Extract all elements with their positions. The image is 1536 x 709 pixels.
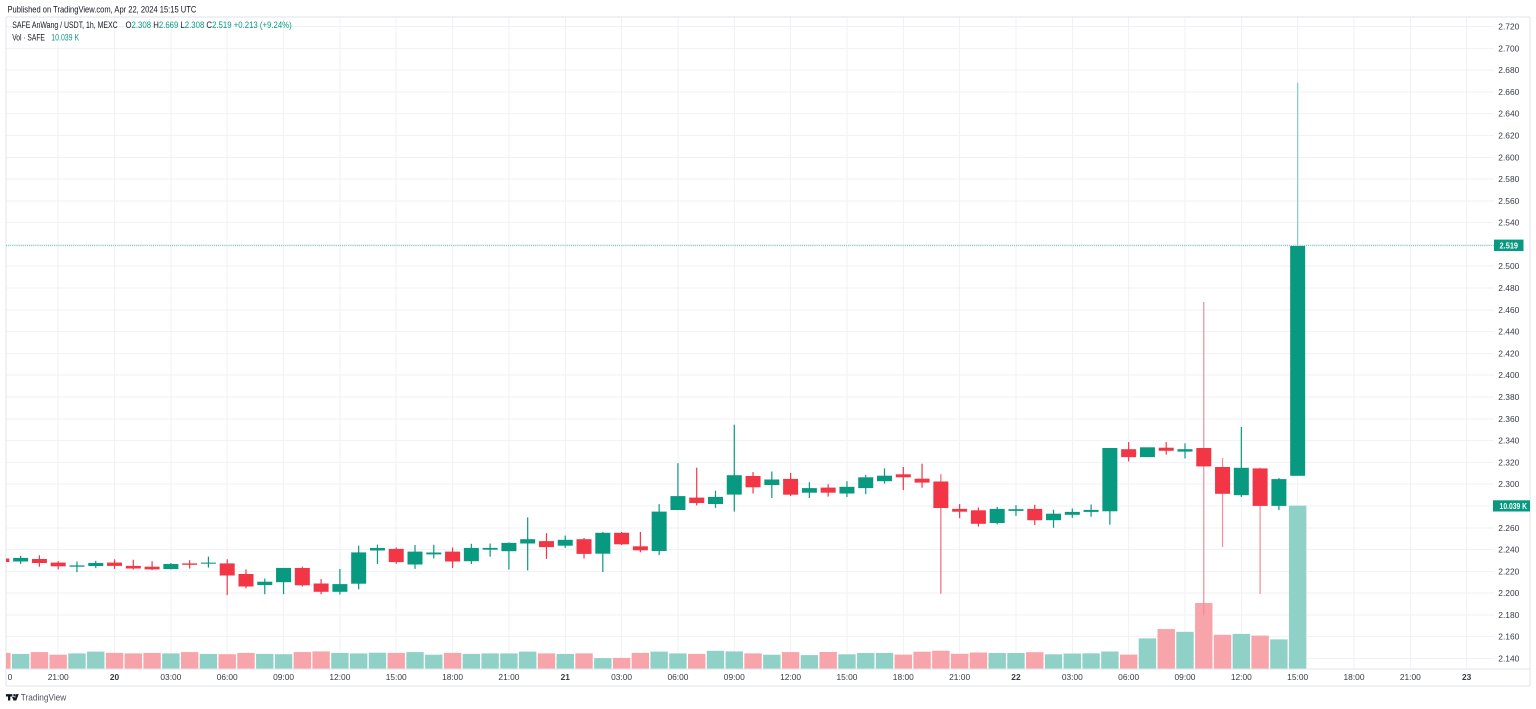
svg-text:15:00: 15:00 <box>836 672 857 682</box>
svg-text:TradingView: TradingView <box>21 692 67 703</box>
svg-text:09:00: 09:00 <box>273 672 294 682</box>
svg-text:2.620: 2.620 <box>1498 130 1519 140</box>
svg-text:15:00: 15:00 <box>1287 672 1308 682</box>
svg-text:18:00: 18:00 <box>1344 672 1365 682</box>
svg-text:2.560: 2.560 <box>1498 196 1519 206</box>
svg-text:2.200: 2.200 <box>1498 588 1519 598</box>
svg-text:2.440: 2.440 <box>1498 327 1519 337</box>
svg-text:06:00: 06:00 <box>217 672 238 682</box>
svg-text:21:00: 21:00 <box>949 672 970 682</box>
svg-text:03:00: 03:00 <box>611 672 632 682</box>
svg-text:0: 0 <box>8 672 13 682</box>
svg-text:06:00: 06:00 <box>1118 672 1139 682</box>
svg-text:06:00: 06:00 <box>667 672 688 682</box>
svg-text:2.300: 2.300 <box>1498 479 1519 489</box>
svg-text:22: 22 <box>1011 672 1021 682</box>
svg-text:2.540: 2.540 <box>1498 218 1519 228</box>
svg-text:12:00: 12:00 <box>780 672 801 682</box>
svg-text:21: 21 <box>561 672 571 682</box>
svg-text:2.600: 2.600 <box>1498 152 1519 162</box>
svg-text:2.460: 2.460 <box>1498 305 1519 315</box>
svg-text:12:00: 12:00 <box>1231 672 1252 682</box>
svg-text:2.380: 2.380 <box>1498 392 1519 402</box>
svg-text:15:00: 15:00 <box>386 672 407 682</box>
svg-text:2.420: 2.420 <box>1498 348 1519 358</box>
svg-text:09:00: 09:00 <box>724 672 745 682</box>
svg-text:10.039 K: 10.039 K <box>51 33 79 43</box>
svg-text:2.360: 2.360 <box>1498 414 1519 424</box>
svg-text:21:00: 21:00 <box>48 672 69 682</box>
svg-text:10.039 K: 10.039 K <box>1500 501 1528 511</box>
svg-text:03:00: 03:00 <box>160 672 181 682</box>
svg-text:2.660: 2.660 <box>1498 87 1519 97</box>
svg-text:21:00: 21:00 <box>498 672 519 682</box>
svg-text:2.260: 2.260 <box>1498 523 1519 533</box>
svg-text:18:00: 18:00 <box>442 672 463 682</box>
svg-text:2.680: 2.680 <box>1498 65 1519 75</box>
svg-text:2.580: 2.580 <box>1498 174 1519 184</box>
svg-text:12:00: 12:00 <box>329 672 350 682</box>
svg-text:O2.308 H2.669 L2.308 C2.519 +0: O2.308 H2.669 L2.308 C2.519 +0.213 (+9.2… <box>126 20 292 30</box>
svg-text:23: 23 <box>1462 672 1472 682</box>
svg-text:21:00: 21:00 <box>1400 672 1421 682</box>
svg-text:Vol · SAFE: Vol · SAFE <box>12 33 45 43</box>
svg-text:SAFE AnWang / USDT, 1h, MEXC: SAFE AnWang / USDT, 1h, MEXC <box>12 20 118 30</box>
svg-text:2.320: 2.320 <box>1498 457 1519 467</box>
svg-text:2.240: 2.240 <box>1498 545 1519 555</box>
svg-text:2.720: 2.720 <box>1498 22 1519 32</box>
svg-text:2.220: 2.220 <box>1498 566 1519 576</box>
svg-text:18:00: 18:00 <box>893 672 914 682</box>
svg-text:2.500: 2.500 <box>1498 261 1519 271</box>
svg-text:2.640: 2.640 <box>1498 109 1519 119</box>
svg-text:2.480: 2.480 <box>1498 283 1519 293</box>
svg-text:09:00: 09:00 <box>1175 672 1196 682</box>
svg-text:2.400: 2.400 <box>1498 370 1519 380</box>
svg-text:2.700: 2.700 <box>1498 43 1519 53</box>
svg-text:2.180: 2.180 <box>1498 610 1519 620</box>
svg-text:2.340: 2.340 <box>1498 436 1519 446</box>
svg-text:03:00: 03:00 <box>1062 672 1083 682</box>
svg-text:Published on TradingView.com,: Published on TradingView.com, Apr 22, 20… <box>8 4 197 15</box>
svg-text:2.140: 2.140 <box>1498 654 1519 664</box>
svg-text:2.160: 2.160 <box>1498 632 1519 642</box>
svg-text:20: 20 <box>110 672 120 682</box>
svg-text:2.519: 2.519 <box>1500 241 1519 251</box>
